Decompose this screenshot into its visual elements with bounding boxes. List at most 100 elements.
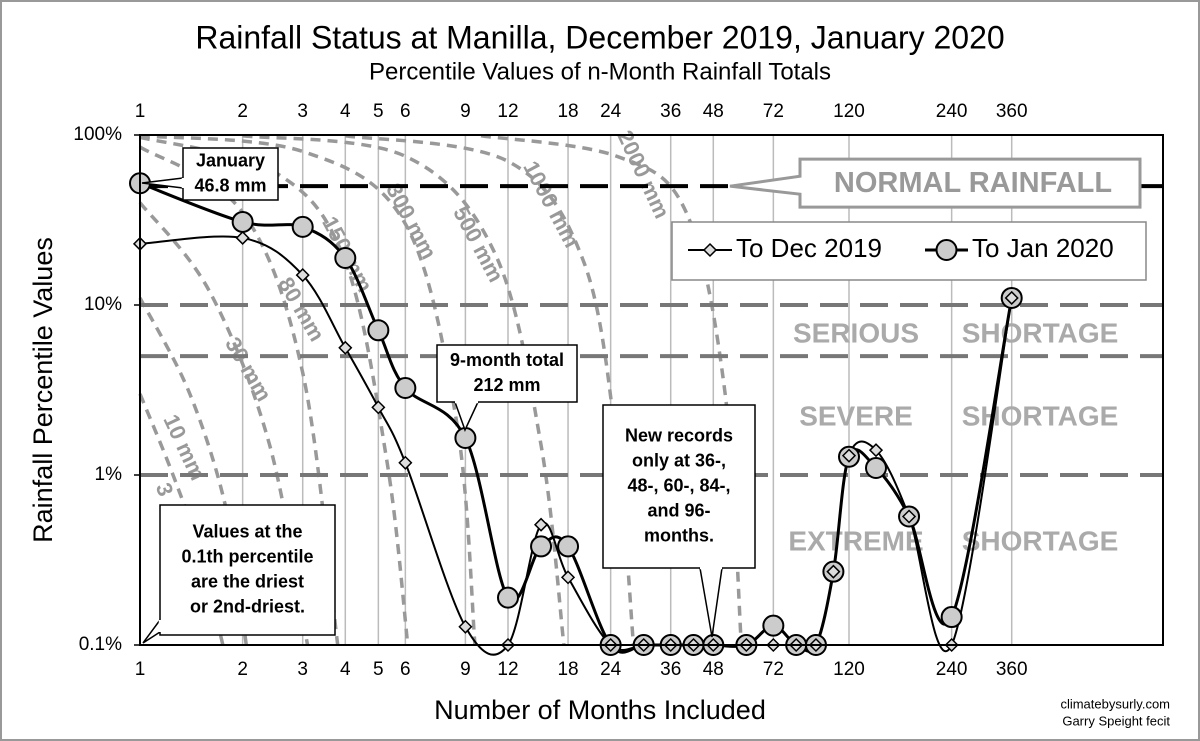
- x-tick-label-top: 240: [936, 101, 968, 122]
- x-tick-label: 24: [600, 659, 622, 680]
- x-tick-label-top: 12: [497, 101, 518, 122]
- circle-marker: [762, 614, 785, 637]
- circle-marker: [334, 247, 357, 270]
- diamond-marker: [560, 570, 576, 585]
- circle-marker: [231, 210, 254, 233]
- normal-box: [729, 157, 1142, 209]
- x-tick-label: 72: [763, 659, 784, 680]
- annotation: 46.8 mm: [194, 175, 266, 195]
- diamond-marker: [841, 448, 857, 463]
- circle-marker: [367, 319, 390, 342]
- y-tick-label: 1%: [95, 464, 123, 485]
- x-tick-label-top: 6: [400, 101, 411, 122]
- annotation: 0.1th percentile: [181, 546, 313, 566]
- circle-marker: [291, 215, 314, 238]
- x-tick-label: 2: [237, 659, 248, 680]
- callout-box: [602, 404, 756, 569]
- plot-border: [139, 134, 1164, 646]
- annotation: 9-month total: [450, 350, 564, 370]
- x-tick-label: 5: [373, 659, 384, 680]
- x-tick-label-top: 120: [833, 101, 865, 122]
- diamond-marker: [901, 509, 917, 524]
- zone-label: SERIOUS: [793, 317, 919, 348]
- x-tick-label: 18: [557, 659, 578, 680]
- callout-pointer: [699, 567, 723, 638]
- annotation: and 96-: [647, 500, 710, 520]
- diamond-marker: [1004, 290, 1019, 306]
- iso-curve: [138, 201, 310, 646]
- y-axis-label: Rainfall Percentile Values: [28, 237, 58, 543]
- x-tick-label-top: 5: [373, 101, 384, 122]
- diamond-marker: [338, 340, 353, 355]
- normal-label: NORMAL RAINFALL: [834, 167, 1112, 199]
- annotation: are the driest: [191, 571, 304, 591]
- callout-box: [159, 504, 336, 636]
- chart-subtitle: Percentile Values of n-Month Rainfall To…: [369, 58, 831, 85]
- iso-curve: [242, 134, 566, 646]
- iso-curve: [139, 134, 477, 646]
- diamond-marker: [295, 268, 310, 283]
- annotation: only at 36-,: [632, 450, 726, 470]
- circle-marker: [497, 586, 520, 609]
- x-tick-label: 120: [833, 659, 865, 680]
- zone-label: SHORTAGE: [962, 525, 1119, 556]
- x-tick-label-top: 18: [557, 101, 578, 122]
- x-tick-label-top: 3: [297, 101, 308, 122]
- x-tick-label: 3: [297, 659, 308, 680]
- callout-pointer: [141, 177, 184, 189]
- zone-label: EXTREME: [788, 525, 923, 556]
- diamond-marker: [533, 517, 549, 532]
- legend-box: [671, 221, 1147, 281]
- circle-marker: [454, 427, 477, 450]
- x-tick-label-top: 72: [763, 101, 784, 122]
- circle-marker: [530, 535, 553, 558]
- diamond-marker: [235, 230, 250, 246]
- annotation: months.: [644, 525, 714, 545]
- y-tick-label: 10%: [84, 294, 122, 315]
- diamond-marker: [458, 619, 473, 634]
- callout-box: [436, 344, 578, 403]
- x-tick-label-top: 48: [703, 101, 724, 122]
- x-tick-label: 9: [460, 659, 471, 680]
- x-tick-label-top: 9: [460, 101, 471, 122]
- x-tick-label: 6: [400, 659, 411, 680]
- diamond-marker: [868, 443, 884, 458]
- x-tick-label: 1: [135, 659, 146, 680]
- x-tick-label-top: 24: [600, 101, 622, 122]
- diamond-marker: [702, 242, 718, 258]
- circle-marker: [865, 456, 888, 479]
- x-tick-label-top: 1: [135, 101, 146, 122]
- annotation: 48-, 60-, 84-,: [627, 475, 730, 495]
- chart-title: Rainfall Status at Manilla, December 201…: [195, 19, 1004, 55]
- y-tick-label: 100%: [73, 124, 122, 145]
- x-tick-label: 4: [340, 659, 351, 680]
- zone-label: SHORTAGE: [962, 317, 1119, 348]
- diamond-marker: [371, 400, 386, 415]
- diamond-marker: [398, 455, 413, 470]
- credit: climatebysurly.com: [1060, 696, 1170, 711]
- circle-marker: [394, 376, 417, 399]
- y-tick-label: 0.1%: [79, 634, 122, 655]
- x-tick-label: 36: [660, 659, 681, 680]
- annotation: New records: [625, 425, 733, 445]
- callout-box: [182, 147, 279, 201]
- annotation: or 2nd-driest.: [190, 596, 305, 616]
- diamond-marker: [826, 564, 841, 579]
- x-tick-label: 12: [497, 659, 518, 680]
- x-tick-label: 360: [996, 659, 1028, 680]
- annotation: January: [196, 150, 265, 170]
- x-tick-label-top: 4: [340, 101, 351, 122]
- x-tick-label-top: 36: [660, 101, 681, 122]
- x-tick-label: 48: [703, 659, 724, 680]
- legend-label: To Dec 2019: [736, 233, 882, 263]
- x-axis-label: Number of Months Included: [434, 695, 766, 725]
- circle-marker: [935, 239, 958, 261]
- callout-pointer: [142, 619, 161, 644]
- circle-marker: [557, 535, 580, 558]
- x-tick-label-top: 360: [996, 101, 1028, 122]
- zone-label: SHORTAGE: [962, 400, 1119, 431]
- legend-label: To Jan 2020: [972, 233, 1114, 263]
- circle-marker: [940, 606, 963, 629]
- credit: Garry Speight fecit: [1062, 713, 1170, 728]
